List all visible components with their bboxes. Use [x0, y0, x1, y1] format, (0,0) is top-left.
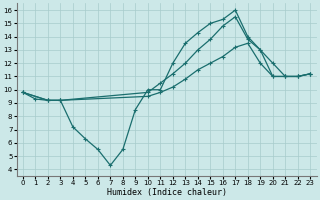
X-axis label: Humidex (Indice chaleur): Humidex (Indice chaleur)	[107, 188, 227, 197]
